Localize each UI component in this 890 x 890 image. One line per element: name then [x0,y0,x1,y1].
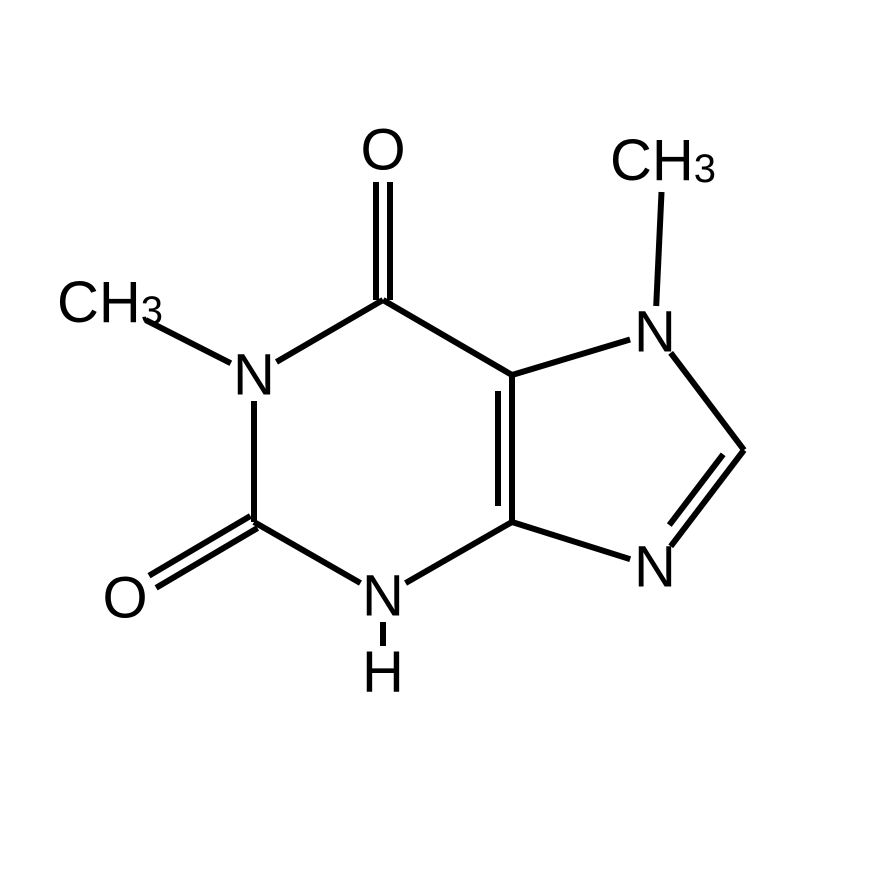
atom-n: N [634,300,676,365]
atom-n: N [362,564,404,629]
atom-h: H [362,640,404,705]
atom-ch3: CH3 [57,270,163,335]
atom-o: O [360,118,405,183]
atom-o: O [102,566,147,631]
atom-ch3: CH3 [610,128,716,193]
atom-n: N [233,343,275,408]
atom-n: N [634,535,676,600]
chemical-structure-diagram: OCH3CH3ONNHNN [0,0,890,890]
